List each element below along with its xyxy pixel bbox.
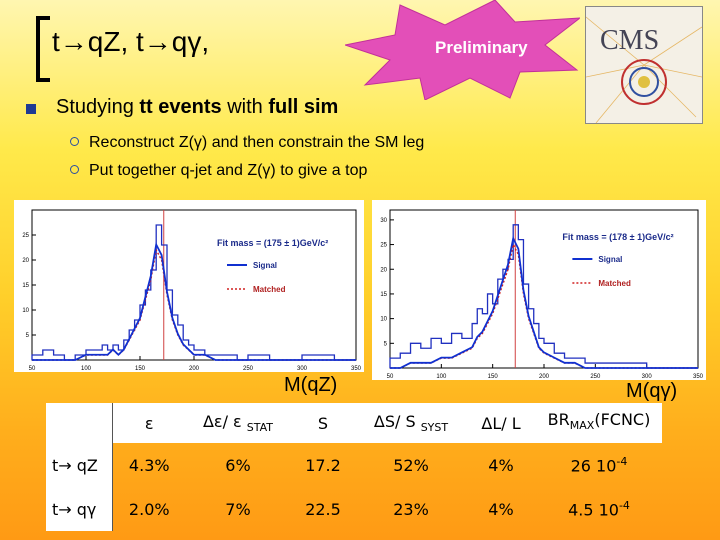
cell-eff: 2.0% [128, 499, 170, 519]
table-row: t→ qZ 4.3% 6% 17.2 52% 4% 26 10-4 [46, 443, 662, 487]
y-tick-label: 25 [380, 243, 387, 249]
fit-mass-label: Fit mass = (178 ± 1)GeV/c² [562, 232, 673, 242]
main-bullet: Studying tt events with full sim [56, 96, 339, 118]
header-dl: ΔL/ L [466, 403, 536, 443]
cms-logo-icon: CMS [585, 6, 703, 124]
legend-signal-label: Signal [253, 261, 277, 270]
sub-bullet-1: Reconstruct Z(γ) and then constrain the … [70, 134, 424, 152]
histogram-qz: 50 100 150 200 250 300 350 25 20 15 10 5 Fit mass = … [22, 209, 362, 372]
cell-dl: 4% [488, 499, 514, 519]
legend-matched-label: Matched [598, 279, 631, 288]
row-label: t→ qZ [46, 443, 113, 487]
circle-bullet-icon [70, 137, 79, 146]
cell-eff: 4.3% [128, 455, 170, 475]
cell-br: 26 10-4 [570, 454, 628, 476]
table-header-row: ε Δε/ ε STAT S ΔS/ S SYST ΔL/ L BRMAX(FC… [46, 403, 662, 443]
cell-dl: 4% [488, 455, 514, 475]
plot-frame [31, 209, 357, 361]
x-tick-label: 150 [488, 374, 499, 380]
x-tick-label: 100 [436, 374, 447, 380]
cms-logo-text: CMS [600, 25, 659, 56]
x-tick-label: 300 [297, 366, 308, 372]
header-br: BRMAX(FCNC) [536, 403, 662, 443]
results-table: ε Δε/ ε STAT S ΔS/ S SYST ΔL/ L BRMAX(FC… [46, 403, 662, 531]
row-label: t→ qγ [46, 487, 113, 531]
starburst-badge [345, 0, 580, 100]
x-tick-label: 50 [29, 366, 36, 372]
y-tick-label: 25 [22, 233, 29, 239]
plot-qgamma: 50 100 150 200 250 300 350 30 25 20 15 10 5 Fit mass … [372, 200, 706, 380]
x-tick-label: 150 [135, 366, 146, 372]
x-tick-label: 250 [590, 374, 601, 380]
bullet-square [26, 104, 36, 114]
header-eff: ε [112, 403, 186, 443]
legend-signal-label: Signal [598, 255, 622, 264]
cell-s: 17.2 [305, 455, 341, 475]
x-tick-label: 300 [642, 374, 653, 380]
x-tick-label: 200 [189, 366, 200, 372]
table-row: t→ qγ 2.0% 7% 22.5 23% 4% 4.5 10-4 [46, 487, 662, 531]
header-empty [46, 403, 113, 443]
header-ds: ΔS/ S SYST [356, 403, 466, 443]
y-tick-label: 10 [22, 308, 29, 314]
y-tick-label: 20 [380, 267, 387, 273]
header-s: S [290, 403, 356, 443]
y-tick-label: 5 [26, 333, 30, 339]
plot-qz: 50 100 150 200 250 300 350 25 20 15 10 5 Fit mass = … [14, 200, 364, 372]
cell-ds: 23% [393, 499, 429, 519]
slide-title: t→qZ, t→qγ, [52, 26, 210, 57]
axis-title-mqz: M(qZ) [284, 374, 338, 396]
y-tick-label: 30 [380, 218, 387, 224]
signal-histogram [389, 224, 698, 369]
title-bracket [36, 16, 50, 82]
x-tick-label: 350 [351, 366, 362, 372]
cell-s: 22.5 [305, 499, 341, 519]
y-tick-label: 15 [380, 292, 387, 298]
x-tick-label: 50 [387, 374, 394, 380]
x-tick-label: 250 [243, 366, 254, 372]
x-tick-label: 350 [693, 374, 704, 380]
histogram-qgamma: 50 100 150 200 250 300 350 30 25 20 15 10 5 Fit mass … [380, 209, 704, 380]
legend-matched-label: Matched [253, 285, 286, 294]
cell-deff: 6% [225, 455, 251, 475]
sub-bullet-2: Put together q-jet and Z(γ) to give a to… [70, 162, 367, 180]
fit-mass-label: Fit mass = (175 ± 1)GeV/c² [217, 238, 328, 248]
circle-bullet-icon [70, 165, 79, 174]
cell-deff: 7% [225, 499, 251, 519]
header-deff: Δε/ ε STAT [186, 403, 290, 443]
signal-histogram [31, 224, 356, 361]
y-tick-label: 5 [384, 341, 388, 347]
cell-br: 4.5 10-4 [568, 498, 630, 520]
cell-ds: 52% [393, 455, 429, 475]
x-tick-label: 200 [539, 374, 550, 380]
signal-fit-curve [32, 241, 356, 361]
signal-fit-curve [390, 235, 698, 369]
x-tick-label: 100 [81, 366, 92, 372]
y-tick-label: 15 [22, 283, 29, 289]
preliminary-badge: Preliminary [435, 38, 528, 57]
y-tick-label: 10 [380, 317, 387, 323]
axis-title-mqgamma: M(qγ) [626, 380, 678, 402]
y-tick-label: 20 [22, 258, 29, 264]
